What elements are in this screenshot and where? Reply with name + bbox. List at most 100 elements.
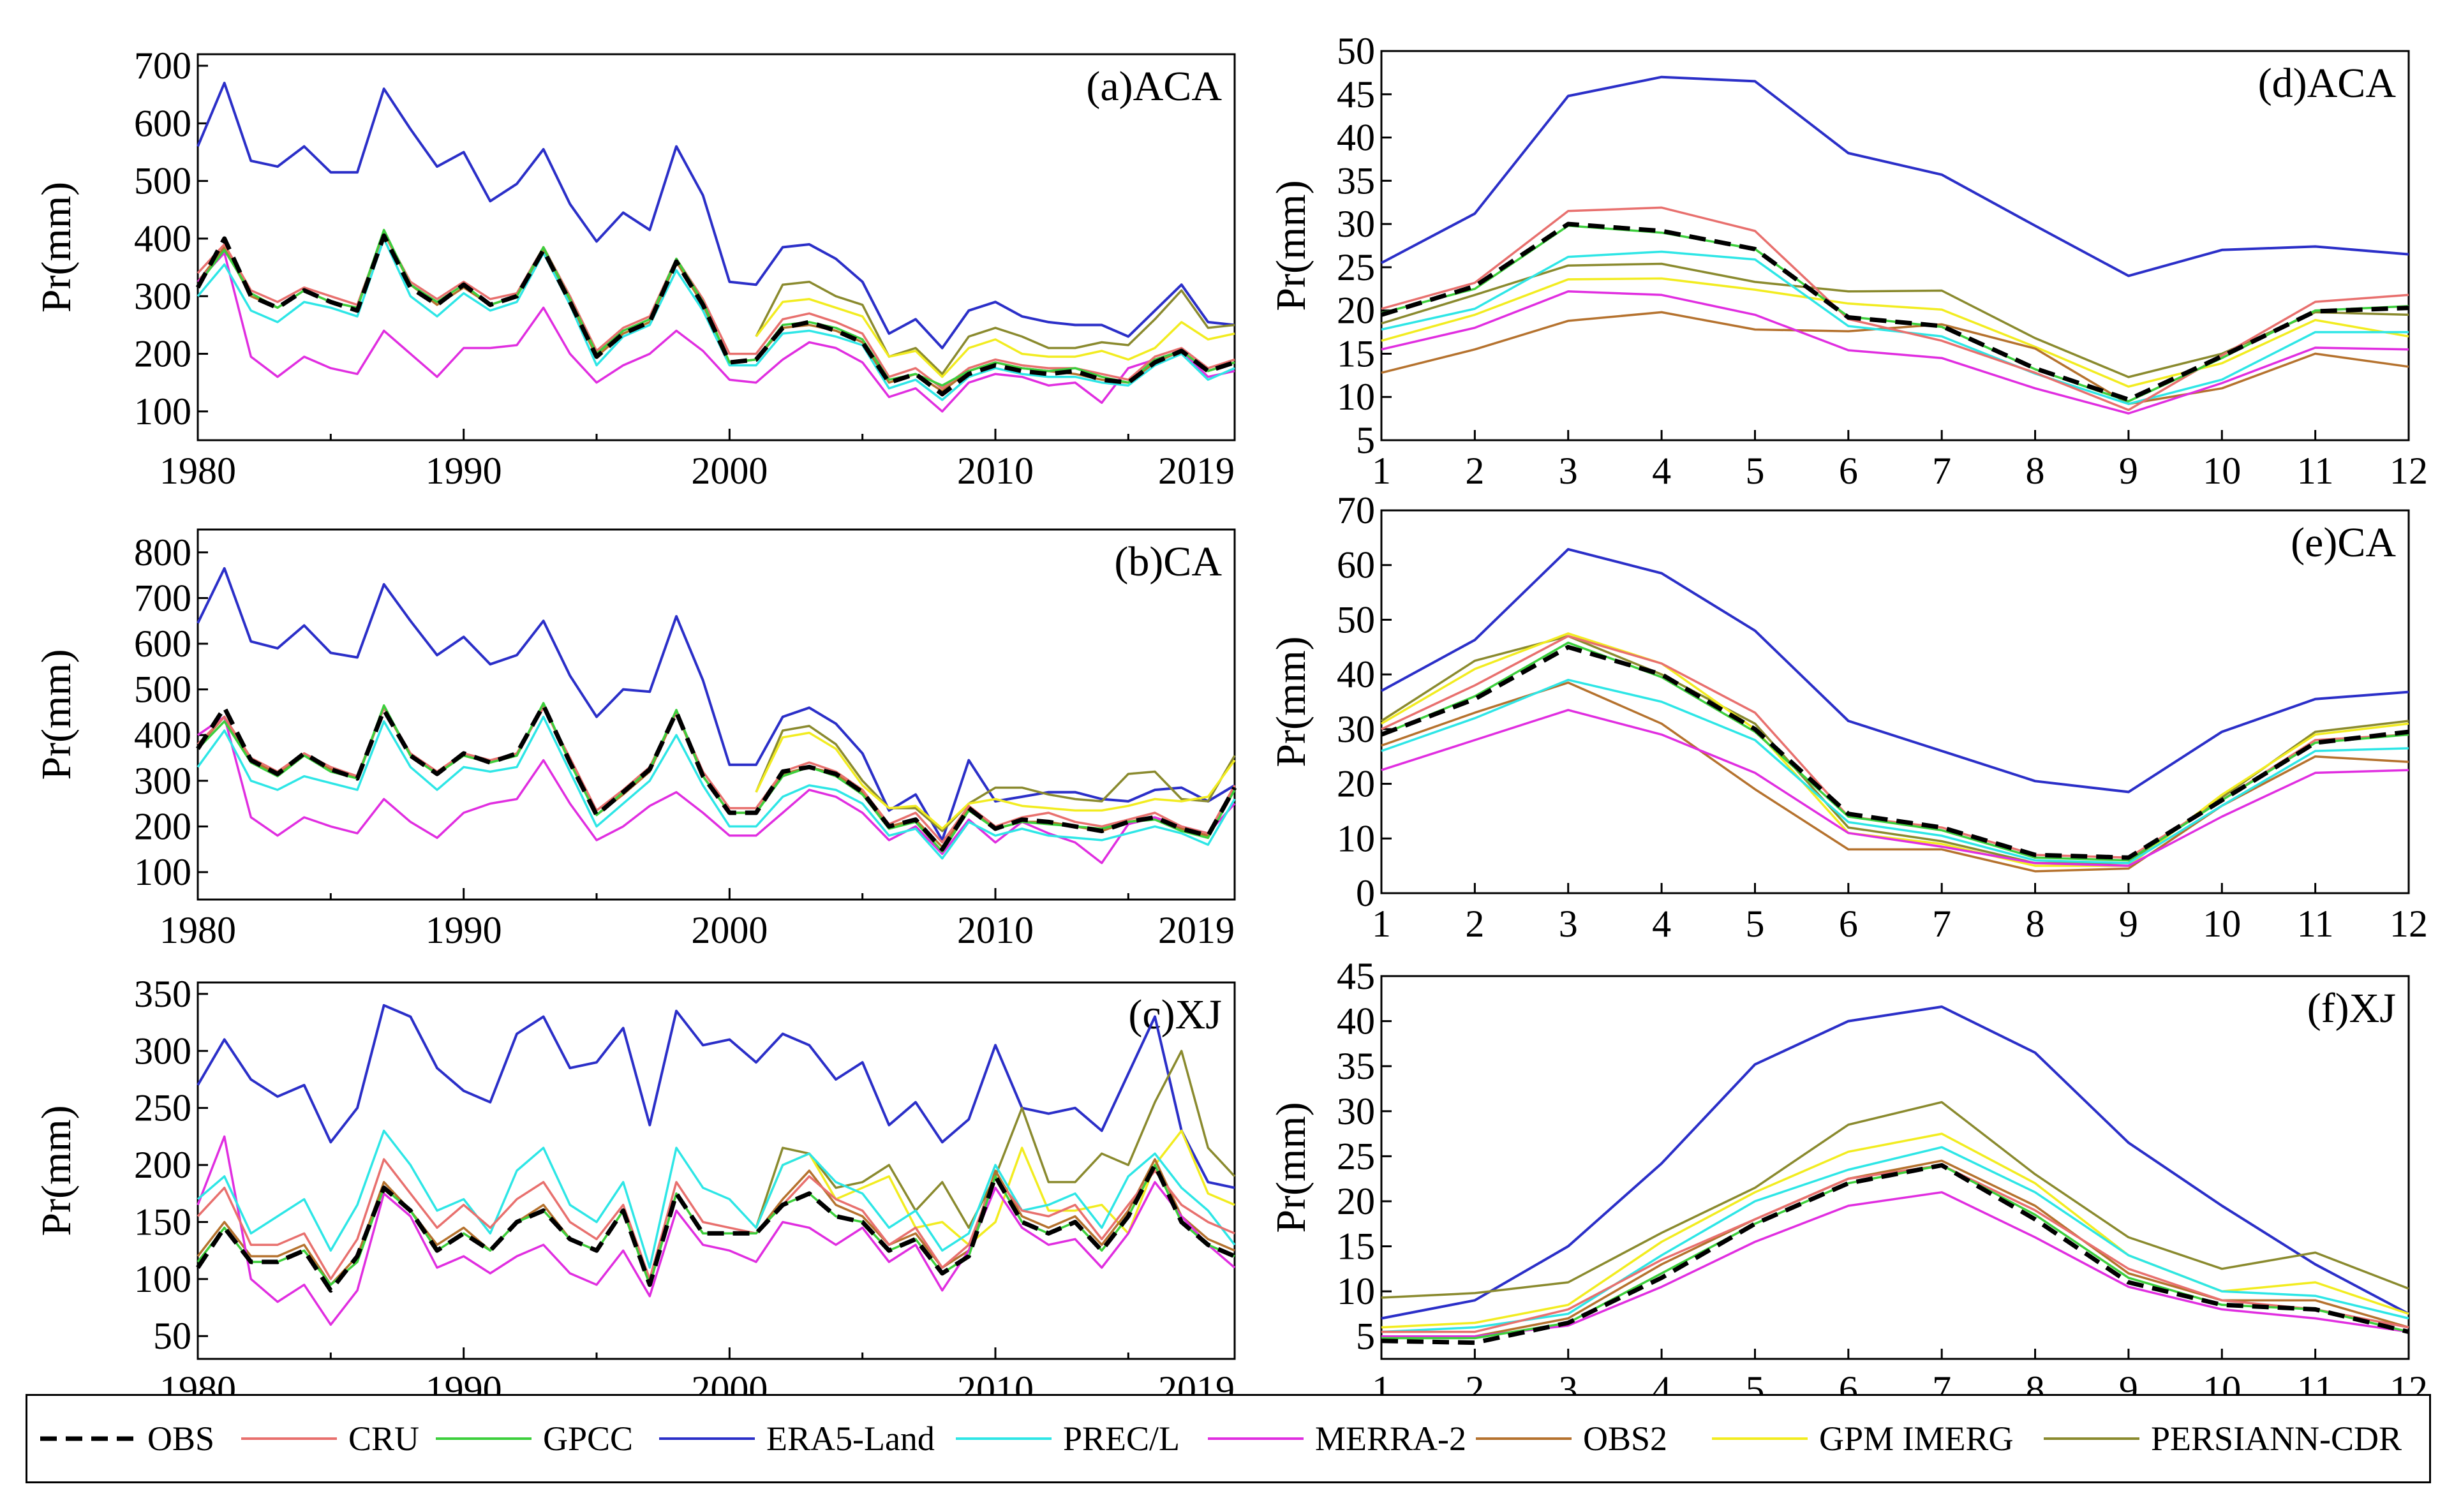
series-line-pers (755, 725, 1236, 833)
panel-title: (e)CA (2291, 519, 2396, 566)
plot-frame (197, 981, 1236, 1360)
y-tick-label: 300 (134, 760, 191, 802)
y-tick-label: 20 (1337, 763, 1375, 805)
y-tick-label: 800 (134, 531, 191, 574)
x-tick-label: 7 (1932, 903, 1951, 945)
x-tick-label: 12 (2390, 903, 2428, 945)
x-axis: 1 2 3 4 5 6 7 8 9 10 11 12 (1372, 430, 2428, 492)
panel-title: (c)XJ (1128, 991, 1222, 1038)
legend-label-merra-2: MERRA-2 (1315, 1419, 1467, 1458)
legend-item-cru: CRU (241, 1396, 419, 1481)
y-tick-label: 30 (1337, 708, 1375, 750)
x-tick-label: 8 (2026, 903, 2045, 945)
y-tick-label: 15 (1337, 1226, 1375, 1268)
legend-label-obs: OBS (147, 1419, 215, 1458)
series-line-obs (195, 233, 1236, 397)
series-group (1380, 547, 2409, 873)
y-axis: 0 10 20 30 40 50 60 70 (1337, 489, 1392, 914)
y-tick-label: 500 (134, 669, 191, 711)
series-line-gpm (1381, 277, 2409, 388)
x-tick-label: 2019 (1158, 909, 1235, 951)
legend-label-obs2: OBS2 (1583, 1419, 1668, 1458)
legend-label-prec-l: PREC/L (1063, 1419, 1180, 1458)
y-axis-label: Pr(mm) (1268, 180, 1314, 311)
series-line-obs2 (1381, 311, 2409, 405)
y-tick-label: 100 (134, 851, 191, 893)
y-tick-label: 100 (134, 390, 191, 433)
legend: OBS CRU GPCC ERA5-Land PREC/L MERRA-2 OB… (26, 1394, 2431, 1483)
y-tick-label: 600 (134, 623, 191, 665)
series-line-pers (755, 280, 1235, 375)
x-tick-label: 5 (1745, 450, 1764, 492)
y-tick-label: 50 (1337, 30, 1375, 72)
x-tick-label: 12 (2390, 450, 2428, 492)
y-tick-label: 50 (1337, 598, 1375, 641)
series-line-gpcc (197, 228, 1235, 387)
x-tick-label: 6 (1839, 903, 1858, 945)
legend-swatch-era5-land (659, 1435, 755, 1442)
y-axis-label: Pr(mm) (33, 182, 80, 313)
series-line-obs2 (1381, 1159, 2409, 1338)
y-tick-label: 700 (134, 577, 191, 619)
x-tick-label: 2 (1465, 450, 1484, 492)
y-axis: 50 100 150 200 250 300 350 (134, 973, 208, 1357)
y-tick-label: 0 (1356, 872, 1375, 914)
legend-label-cru: CRU (348, 1419, 420, 1458)
plot-frame (197, 53, 1236, 441)
plot-frame (1380, 509, 2410, 894)
y-tick-label: 25 (1337, 1135, 1375, 1177)
y-tick-label: 350 (134, 973, 191, 1015)
series-line-obs (1381, 1163, 2409, 1345)
x-tick-label: 3 (1559, 450, 1578, 492)
x-tick-label: 2010 (957, 450, 1034, 492)
series-group (1381, 1005, 2409, 1345)
legend-swatch-merra-2 (1208, 1435, 1304, 1442)
y-tick-label: 35 (1337, 1045, 1375, 1087)
y-tick-label: 100 (134, 1258, 191, 1300)
series-group (196, 1004, 1236, 1326)
series-line-obs (196, 1162, 1236, 1293)
legend-item-obs2: OBS2 (1476, 1396, 1667, 1481)
series-line-era5 (197, 1004, 1235, 1189)
series-line-gpm (755, 298, 1235, 378)
series-line-era5 (197, 82, 1235, 350)
x-tick-label: 8 (2026, 450, 2045, 492)
y-tick-label: 70 (1337, 489, 1375, 531)
y-tick-label: 45 (1337, 955, 1375, 997)
y-tick-label: 20 (1337, 1180, 1375, 1222)
plot-frame (197, 528, 1236, 901)
series-line-prec (1381, 678, 2409, 864)
series-line-obs (1380, 644, 2409, 860)
y-tick-label: 300 (134, 1030, 191, 1072)
x-tick-label: 9 (2119, 903, 2138, 945)
y-tick-label: 600 (134, 102, 191, 144)
series-line-obs2 (197, 232, 1235, 392)
series-group (1380, 75, 2409, 415)
series-line-cru (1381, 206, 2409, 411)
plot-frame (1380, 975, 2410, 1360)
series-line-pers (755, 1049, 1236, 1229)
series-line-obs2 (1381, 681, 2409, 873)
y-tick-label: 40 (1337, 653, 1375, 695)
series-line-prec (1381, 250, 2409, 405)
series-line-era5 (1381, 547, 2409, 794)
y-axis-label: Pr(mm) (1268, 1102, 1314, 1233)
x-tick-label: 1990 (426, 450, 502, 492)
x-axis: 1 2 3 4 5 6 7 8 9 10 11 12 (1372, 883, 2428, 945)
plot-frame (1380, 50, 2410, 441)
series-line-gpm (755, 731, 1236, 830)
legend-label-era5-land: ERA5-Land (766, 1419, 935, 1458)
legend-label-gpcc: GPCC (543, 1419, 634, 1458)
y-tick-label: 250 (134, 1087, 191, 1129)
y-tick-label: 5 (1356, 1316, 1375, 1358)
series-line-era5 (197, 567, 1236, 841)
y-tick-label: 10 (1337, 1270, 1375, 1312)
legend-item-merra-2: MERRA-2 (1208, 1396, 1466, 1481)
y-axis-label: Pr(mm) (33, 649, 80, 780)
